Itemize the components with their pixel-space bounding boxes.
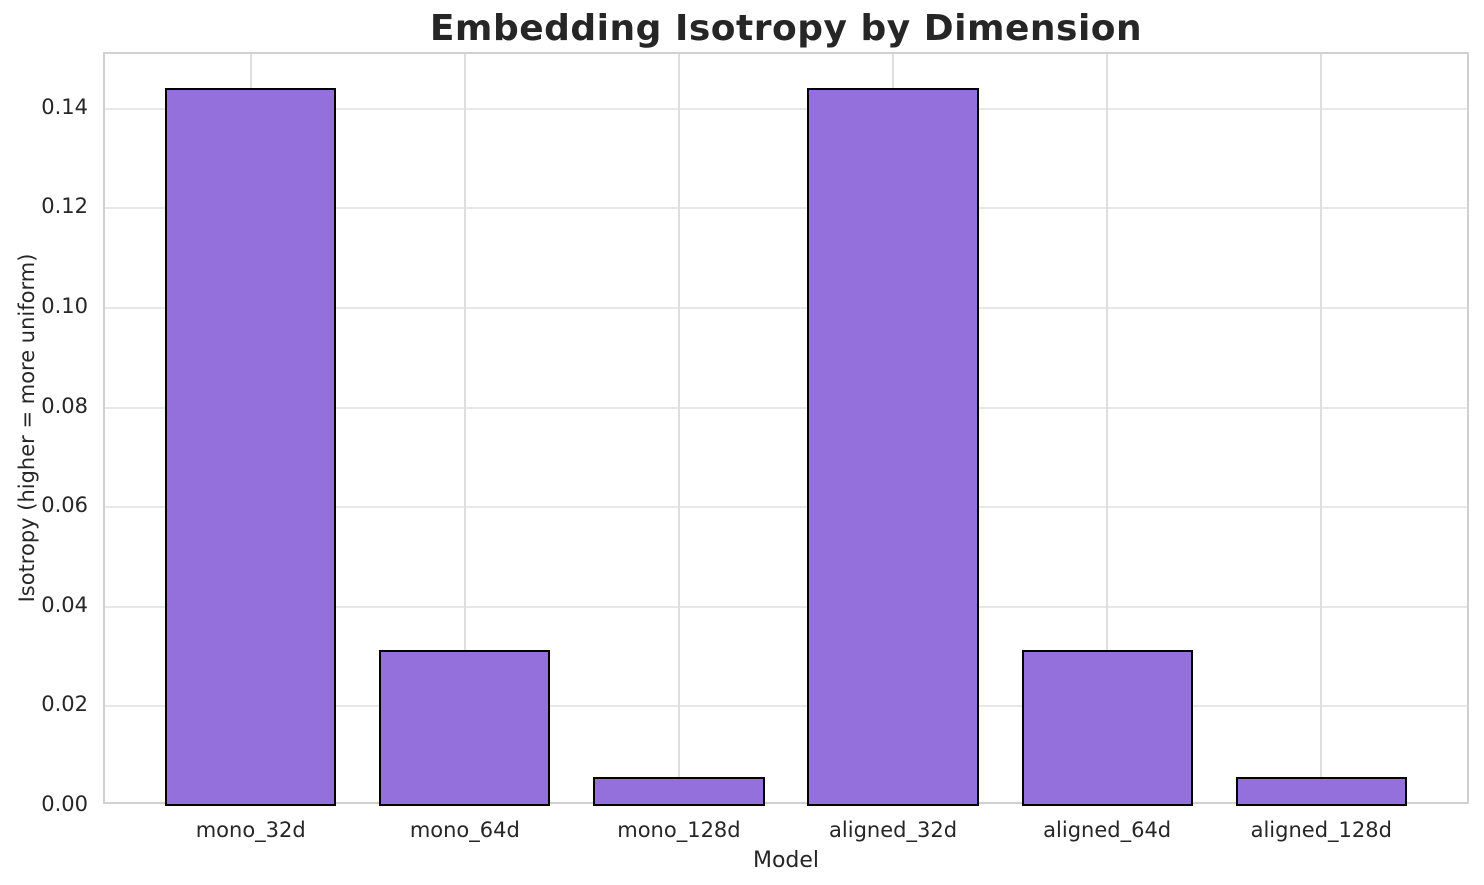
bar-mono_128d <box>593 776 765 806</box>
bar-mono_32d <box>165 88 337 806</box>
h-gridline <box>105 605 1467 608</box>
x-tick-label-aligned_128d: aligned_128d <box>1250 818 1392 842</box>
x-tick-label-mono_32d: mono_32d <box>195 818 306 842</box>
bar-aligned_32d <box>807 88 979 806</box>
h-gridline <box>105 406 1467 409</box>
h-gridline <box>105 306 1467 309</box>
x-tick-label-aligned_32d: aligned_32d <box>829 818 958 842</box>
x-tick-label-mono_128d: mono_128d <box>617 818 741 842</box>
h-gridline <box>105 107 1467 110</box>
y-tick-label: 0.08 <box>41 393 88 418</box>
h-gridline <box>105 705 1467 708</box>
y-tick-label: 0.00 <box>41 792 88 816</box>
y-tick-label: 0.10 <box>41 293 88 318</box>
y-tick-label: 0.04 <box>41 592 88 617</box>
bar-mono_64d <box>379 649 551 806</box>
y-tick-label: 0.02 <box>41 692 88 717</box>
x-tick-label-aligned_64d: aligned_64d <box>1043 818 1172 842</box>
v-gridline <box>463 54 466 802</box>
y-tick-label: 0.12 <box>41 194 88 219</box>
bar-aligned_64d <box>1021 649 1193 806</box>
x-tick-label-mono_64d: mono_64d <box>409 818 520 842</box>
v-gridline <box>1106 54 1109 802</box>
v-gridline <box>677 54 680 802</box>
plot-area <box>103 52 1469 806</box>
bar-aligned_128d <box>1235 776 1407 806</box>
y-tick-label: 0.14 <box>41 94 88 119</box>
h-gridline <box>105 506 1467 509</box>
h-gridline <box>105 207 1467 210</box>
x-axis-label: Model <box>752 848 820 873</box>
chart-title: Embedding Isotropy by Dimension <box>429 8 1143 49</box>
y-tick-label: 0.06 <box>41 493 88 518</box>
v-gridline <box>1320 54 1323 802</box>
